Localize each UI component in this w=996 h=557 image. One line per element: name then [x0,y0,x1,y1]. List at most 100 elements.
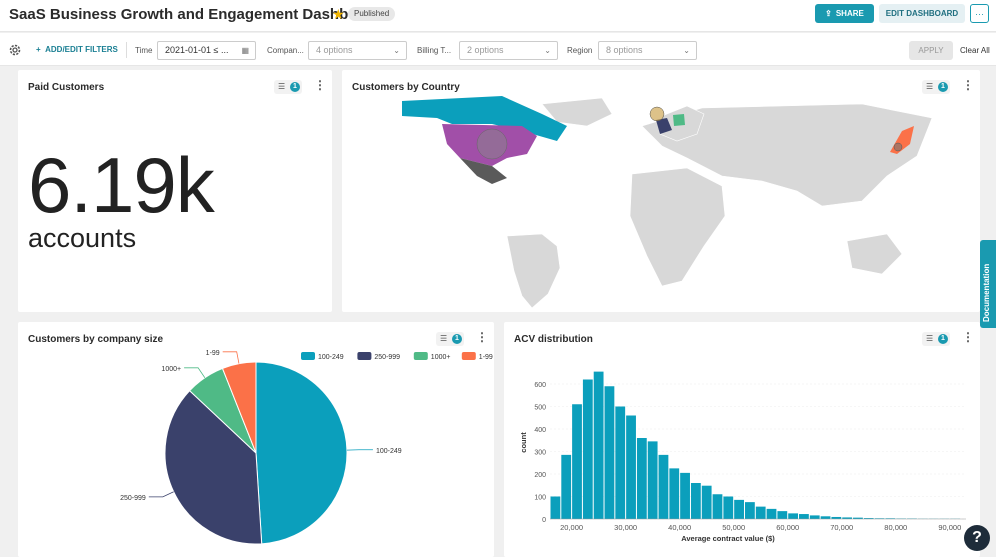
card-menu-button[interactable]: ⋮ [314,78,326,92]
region-filter-select[interactable]: 8 options ⌄ [598,41,697,60]
legend-swatch [301,352,315,360]
histogram-bar [690,483,701,519]
legend-label: 1-99 [479,354,493,361]
world-map [402,96,933,308]
histogram-bar [647,441,658,519]
histogram-bar [734,499,744,519]
map-asia [641,103,933,207]
company-filter-placeholder: 4 options [316,45,353,55]
filter-icon: ☰ [926,334,934,343]
map-germany [673,114,685,126]
add-edit-filters-button[interactable]: + ADD/EDIT FILTERS [36,45,118,54]
share-label: SHARE [835,9,864,18]
histogram-bar [842,517,853,519]
card-filter-indicator[interactable]: ☰ 1 [274,80,302,94]
histogram-bar [766,508,777,519]
company-filter-label: Compan... [267,46,304,55]
company-size-card: Customers by company size ☰ 1 ⋮ 100-249 2… [18,322,494,557]
y-tick-label: 600 [534,382,546,389]
filter-count-badge: 1 [938,334,948,344]
histogram-bar [712,494,723,519]
card-filter-indicator[interactable]: ☰ 1 [922,332,950,346]
help-button[interactable]: ? [964,525,990,551]
y-tick-label: 400 [534,427,546,434]
pie-slice [164,389,263,545]
card-title: ACV distribution [514,334,593,345]
filter-count-badge: 1 [452,334,462,344]
map-bubble-united-kingdom [649,106,665,122]
company-filter-select[interactable]: 4 options ⌄ [308,41,407,60]
card-title: Customers by Country [352,82,460,93]
y-tick-label: 100 [534,495,546,502]
documentation-label: Documentation [982,263,991,322]
histogram-bar [853,517,863,519]
clear-all-button[interactable]: Clear All [960,46,990,55]
billing-filter-placeholder: 2 options [467,45,504,55]
y-tick-label: 200 [534,472,546,479]
filter-icon: ☰ [278,82,286,91]
map-greenland [541,97,613,127]
histogram-bar [885,518,896,519]
histogram-bar [788,513,799,519]
divider [126,42,127,58]
legend-swatch [461,352,476,360]
x-tick-label: 20,000 [560,523,583,532]
map-australia [846,233,903,275]
x-tick-label: 50,000 [722,523,745,532]
region-filter-placeholder: 8 options [606,45,643,55]
map-france [656,118,672,134]
histogram-bar [669,468,680,519]
histogram-bar [572,404,582,519]
histogram-bar [701,485,712,519]
chevron-down-icon: ⌄ [393,46,400,55]
histogram-bar [874,518,885,519]
histogram-bar [658,454,669,519]
big-number-subheader: accounts [28,223,137,253]
card-title: Paid Customers [28,82,105,93]
histogram-bar [604,386,615,519]
billing-filter-label: Billing T... [417,46,452,55]
card-filter-indicator[interactable]: ☰ 1 [922,80,950,94]
time-filter-value: 2021-01-01 ≤ ... [165,45,229,55]
pie-label-line [148,491,174,498]
share-button[interactable]: ⇪ SHARE [815,4,874,23]
more-actions-button[interactable]: ··· [970,4,989,23]
x-tick-label: 80,000 [884,523,907,532]
dashboard-title: SaaS Business Growth and Engagement Dash… [9,6,381,23]
card-menu-button[interactable]: ⋮ [476,330,488,344]
legend-label: 1000+ [431,354,451,361]
map-mexico [460,158,507,184]
region-filter-label: Region [567,46,593,55]
histogram-chart: 0 100 200 300 400 500 600 20,000 30,000 40,000 50,… [519,371,966,543]
filter-count-badge: 1 [938,82,948,92]
histogram-bar [593,371,604,519]
apply-button[interactable]: APPLY [909,41,953,60]
edit-dashboard-button[interactable]: EDIT DASHBOARD [879,4,965,23]
pie-chart: 100-249 250-999 1000+ 1-99 100-249 250-999 100… [120,350,493,545]
x-tick-label: 40,000 [668,523,691,532]
histogram-bar [777,511,788,519]
calendar-icon: ▦ [241,46,249,55]
filter-bar: + ADD/EDIT FILTERS Time 2021-01-01 ≤ ...… [0,33,996,66]
card-filter-indicator[interactable]: ☰ 1 [436,332,464,346]
gear-icon[interactable] [8,43,22,57]
filter-icon: ☰ [440,334,448,343]
card-menu-button[interactable]: ⋮ [962,78,974,92]
add-filters-label: ADD/EDIT FILTERS [45,45,118,54]
documentation-tab[interactable]: Documentation [980,240,996,328]
histogram-bar [626,415,636,519]
legend-swatch [357,352,372,360]
billing-filter-select[interactable]: 2 options ⌄ [459,41,558,60]
pie-slice [221,361,257,454]
histogram-bar [550,496,561,519]
map-bubble-japan [893,142,903,152]
histogram-bar [582,379,593,519]
histogram-bar [820,516,831,519]
y-axis-title: count [519,432,528,453]
share-icon: ⇪ [825,9,832,18]
acv-distribution-card: ACV distribution ☰ 1 ⋮ 0 100 200 300 400 500 6… [504,322,980,557]
time-filter-input[interactable]: 2021-01-01 ≤ ... ▦ [157,41,256,60]
card-menu-button[interactable]: ⋮ [962,330,974,344]
favorite-star-icon[interactable]: ★ [332,6,345,22]
filter-count-badge: 1 [290,82,300,92]
